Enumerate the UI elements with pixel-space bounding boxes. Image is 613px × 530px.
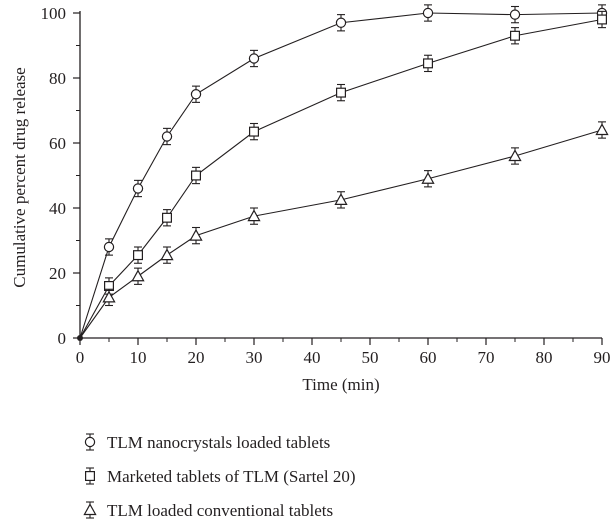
series-line-circle xyxy=(79,12,603,339)
data-point-circle xyxy=(161,131,173,142)
legend-label: Marketed tablets of TLM (Sartel 20) xyxy=(107,467,355,486)
data-point-circle xyxy=(132,183,144,194)
series-layer xyxy=(77,4,609,341)
data-point-triangle xyxy=(508,149,522,162)
data-point-square xyxy=(336,87,347,98)
data-point-circle xyxy=(248,53,260,64)
data-point-square xyxy=(423,58,434,69)
data-point-square xyxy=(162,212,173,223)
data-point-triangle xyxy=(131,269,145,282)
legend-marker-triangle xyxy=(83,503,97,516)
y-tick-label: 60 xyxy=(49,134,66,153)
legend: TLM nanocrystals loaded tablets Marketed … xyxy=(83,433,355,520)
y-tick-label: 20 xyxy=(49,264,66,283)
x-tick-label: 0 xyxy=(76,348,85,367)
data-point-triangle xyxy=(160,248,174,261)
data-point-triangle xyxy=(421,171,435,184)
x-tick-label: 10 xyxy=(130,348,147,367)
legend-marker-circle xyxy=(84,436,96,448)
y-tick-label: 40 xyxy=(49,199,66,218)
legend-label: TLM loaded conventional tablets xyxy=(107,501,333,520)
data-point-circle xyxy=(509,9,521,20)
data-point-triangle xyxy=(595,123,609,136)
x-tick-label: 40 xyxy=(304,348,321,367)
x-tick-label: 70 xyxy=(478,348,495,367)
x-tick-label: 50 xyxy=(362,348,379,367)
data-point-triangle xyxy=(102,290,116,303)
legend-label: TLM nanocrystals loaded tablets xyxy=(107,433,330,452)
legend-marker-square xyxy=(84,471,95,482)
data-point-square xyxy=(249,126,260,137)
data-point-triangle xyxy=(334,193,348,205)
data-point-circle xyxy=(335,17,347,28)
y-tick-label: 100 xyxy=(41,4,67,23)
y-tick-label: 0 xyxy=(58,329,67,348)
data-point-triangle xyxy=(189,228,203,241)
x-tick-label: 80 xyxy=(536,348,553,367)
legend-item-circle: TLM nanocrystals loaded tablets xyxy=(84,433,330,452)
series-line-triangle xyxy=(79,129,603,339)
y-axis-label: Cumulative percent drug release xyxy=(10,67,29,287)
data-point-circle xyxy=(190,89,202,100)
x-tick-label: 20 xyxy=(188,348,205,367)
x-axis-label: Time (min) xyxy=(302,375,379,394)
origin-point xyxy=(77,335,83,341)
data-point-circle xyxy=(103,241,115,253)
x-tick-label: 30 xyxy=(246,348,263,367)
x-tick-label: 90 xyxy=(594,348,611,367)
data-point-square xyxy=(133,250,144,261)
legend-item-square: Marketed tablets of TLM (Sartel 20) xyxy=(84,467,355,486)
data-point-square xyxy=(510,30,521,41)
axes: 0 20 40 60 80 100 0 10 20 30 40 50 60 70 80 90 xyxy=(41,4,611,367)
series-circle xyxy=(79,4,608,339)
data-point-square xyxy=(596,14,607,25)
x-tick-label: 60 xyxy=(420,348,437,367)
data-point-triangle xyxy=(247,209,261,222)
legend-item-triangle: TLM loaded conventional tablets xyxy=(83,501,333,520)
y-tick-label: 80 xyxy=(49,69,66,88)
series-line-square xyxy=(79,18,603,339)
data-point-square xyxy=(191,170,202,181)
series-square xyxy=(79,10,607,339)
series-triangle xyxy=(79,121,609,339)
data-point-circle xyxy=(422,7,434,19)
